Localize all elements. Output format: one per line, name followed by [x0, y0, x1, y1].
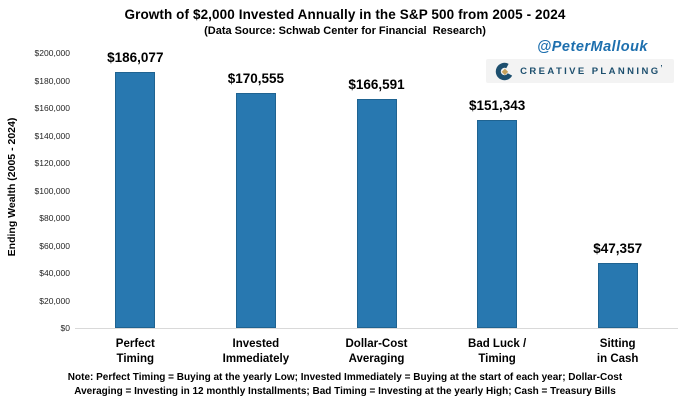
x-axis-category-label: Invested Immediately [222, 338, 290, 365]
bar-value-label: $151,343 [468, 97, 526, 113]
y-axis-tick-label: $40,000 [39, 268, 70, 278]
twitter-handle: @PeterMallouk [537, 39, 648, 55]
bar-3 [356, 98, 397, 328]
bar-value-label: $47,357 [593, 240, 643, 256]
y-axis-tick-label: $180,000 [34, 75, 70, 86]
bar-value-label: $186,077 [107, 50, 164, 66]
bar-value-label: $170,555 [227, 71, 285, 87]
footnote-line-1: Note: Perfect Timing = Buying at the yea… [67, 372, 623, 383]
chart-title: Growth of $2,000 Invested Annually in th… [124, 7, 566, 22]
y-axis-tick-label: $140,000 [34, 130, 70, 141]
bar-1 [115, 72, 156, 328]
x-axis-category-label: Perfect Timing [115, 338, 155, 365]
creative-planning-wordmark: CREATIVE PLANNING’ [520, 64, 665, 78]
footnote-line-2: Averaging = Investing in 12 monthly Inst… [74, 386, 616, 397]
bar-5 [597, 262, 638, 328]
x-axis-line [75, 328, 678, 329]
y-axis-tick-label: $120,000 [34, 158, 70, 168]
bar-4 [477, 119, 518, 328]
footnote: Note: Perfect Timing = Buying at the yea… [0, 371, 690, 399]
creative-planning-c-icon [495, 62, 514, 81]
y-axis-tick-label: $60,000 [39, 240, 70, 251]
creative-planning-logo: CREATIVE PLANNING’ [486, 59, 674, 83]
chart-subtitle: (Data Source: Schwab Center for Financia… [204, 25, 486, 37]
y-axis-tick-label: $200,000 [34, 48, 70, 58]
bar-2 [235, 93, 276, 328]
y-axis-tick-label: $80,000 [39, 213, 70, 223]
x-axis-category-label: Sitting in Cash [596, 338, 639, 365]
bar-value-label: $166,591 [348, 76, 405, 92]
y-axis-tick-label: $20,000 [39, 295, 70, 306]
trademark-mark: ’ [660, 64, 665, 72]
y-axis-tick-label: $100,000 [34, 185, 70, 196]
y-axis-tick-label: $0 [60, 323, 70, 333]
x-axis-category-label: Bad Luck / Timing [468, 338, 527, 365]
x-axis-category-label: Dollar-Cost Averaging [345, 338, 408, 365]
y-axis-tick-label: $160,000 [34, 103, 70, 113]
